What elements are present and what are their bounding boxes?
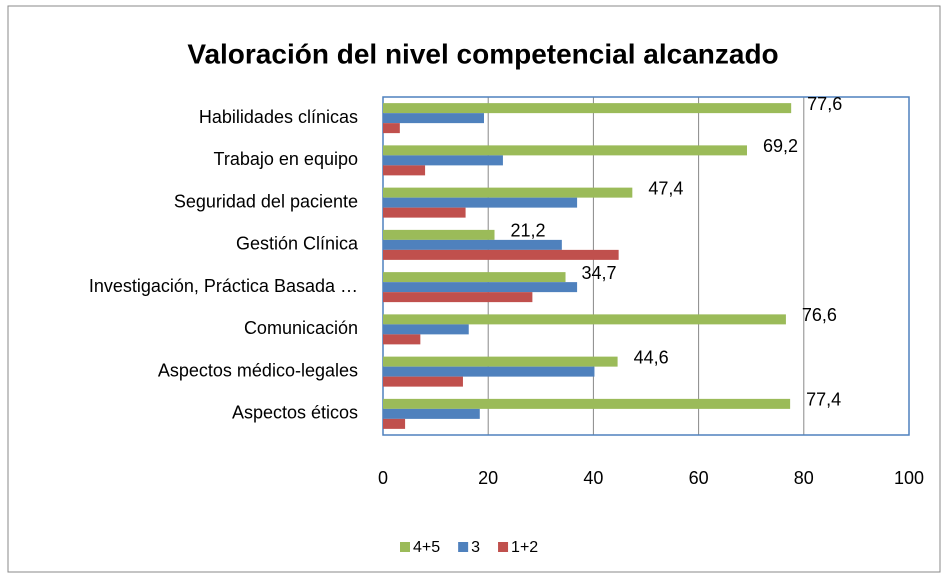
data-label: 21,2 xyxy=(511,221,546,241)
bar xyxy=(383,314,786,325)
y-tick-label: Seguridad del paciente xyxy=(174,191,358,211)
bar xyxy=(383,123,400,134)
data-label: 47,4 xyxy=(648,178,683,198)
data-label: 77,6 xyxy=(807,94,842,114)
bar xyxy=(383,282,578,293)
bar xyxy=(383,324,469,335)
bar xyxy=(383,408,480,419)
data-label: 76,6 xyxy=(802,305,837,325)
legend-swatch xyxy=(400,542,410,552)
bar xyxy=(383,113,484,124)
bar xyxy=(383,292,533,303)
bar xyxy=(383,398,791,409)
bar xyxy=(383,356,618,367)
bar xyxy=(383,239,562,250)
y-tick-label: Investigación, Práctica Basada … xyxy=(89,276,358,296)
bar xyxy=(383,376,463,387)
legend-label: 1+2 xyxy=(511,539,538,556)
plot-border xyxy=(382,96,910,436)
data-label: 77,4 xyxy=(806,390,841,410)
x-tick-label: 20 xyxy=(478,468,498,488)
data-label: 69,2 xyxy=(763,136,798,156)
y-tick-label: Comunicación xyxy=(244,318,358,338)
bar xyxy=(383,366,595,377)
bar xyxy=(383,207,466,218)
chart-title: Valoración del nivel competencial alcanz… xyxy=(187,38,778,69)
bar xyxy=(383,272,566,283)
x-tick-label: 0 xyxy=(378,468,388,488)
bar xyxy=(383,418,406,429)
bar xyxy=(383,103,792,114)
x-tick-label: 60 xyxy=(689,468,709,488)
bar xyxy=(383,187,633,198)
legend-label: 3 xyxy=(471,539,480,556)
bar xyxy=(383,155,503,166)
legend-label: 4+5 xyxy=(413,539,440,556)
x-tick-label: 80 xyxy=(794,468,814,488)
y-tick-label: Aspectos médico-legales xyxy=(158,360,358,380)
data-label: 44,6 xyxy=(634,347,669,367)
y-tick-label: Trabajo en equipo xyxy=(214,149,358,169)
y-tick-label: Gestión Clínica xyxy=(236,234,359,254)
legend-swatch xyxy=(458,542,469,552)
data-label: 34,7 xyxy=(582,263,617,283)
bar xyxy=(383,249,619,260)
y-tick-label: Habilidades clínicas xyxy=(199,107,358,127)
bar xyxy=(383,197,578,208)
y-tick-label: Aspectos éticos xyxy=(232,403,358,423)
bar xyxy=(383,145,747,156)
bar xyxy=(383,229,495,240)
bar xyxy=(383,334,421,345)
x-tick-label: 100 xyxy=(894,468,924,488)
x-tick-label: 40 xyxy=(583,468,603,488)
bar xyxy=(383,165,426,176)
legend-swatch xyxy=(498,542,509,552)
